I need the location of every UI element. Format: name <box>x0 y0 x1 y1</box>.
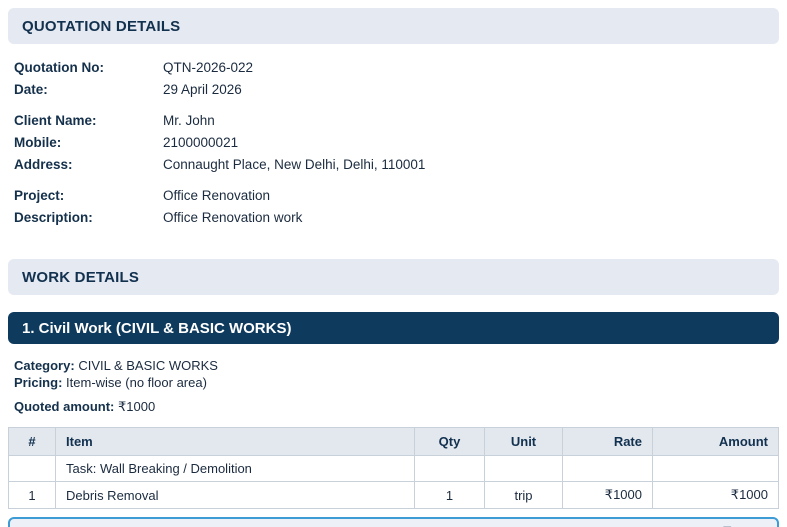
field-project: Project: Office Renovation <box>14 185 779 207</box>
cell-amount: ₹1000 <box>652 481 779 509</box>
table-row-item: 1 Debris Removal 1 trip ₹1000 ₹1000 <box>8 481 779 509</box>
field-date: Date: 29 April 2026 <box>14 79 779 101</box>
line-subtotal-value: ₹1000 <box>722 524 763 527</box>
cell-unit <box>484 455 563 482</box>
field-address: Address: Connaught Place, New Delhi, Del… <box>14 154 779 176</box>
field-label: Address: <box>14 157 73 172</box>
work-details-header: WORK DETAILS <box>8 259 779 295</box>
field-value: Connaught Place, New Delhi, Delhi, 11000… <box>163 157 426 172</box>
field-label: Date: <box>14 82 48 97</box>
line-subtotal-label: Line subtotal (Civil) <box>24 524 154 527</box>
field-description: Description: Office Renovation work <box>14 207 779 229</box>
cell-qty <box>414 455 485 482</box>
col-header-unit: Unit <box>484 427 563 456</box>
pricing-label: Pricing: <box>14 375 63 390</box>
field-value: 2100000021 <box>163 135 239 150</box>
cell-num: 1 <box>8 481 56 509</box>
category-value: CIVIL & BASIC WORKS <box>78 358 218 373</box>
cell-qty: 1 <box>414 481 485 509</box>
table-row-task: Task: Wall Breaking / Demolition <box>8 455 779 482</box>
field-quotation-no: Quotation No: QTN-2026-022 <box>14 57 779 79</box>
table-header-row: # Item Qty Unit Rate Amount <box>8 427 779 456</box>
quoted-amount-label: Quoted amount: <box>14 399 115 414</box>
field-value: Office Renovation work <box>163 210 303 225</box>
cell-amount <box>652 455 779 482</box>
quotation-fields: Quotation No: QTN-2026-022 Date: 29 Apri… <box>8 57 779 229</box>
col-header-amount: Amount <box>652 427 779 456</box>
col-header-rate: Rate <box>562 427 653 456</box>
pricing-row: Pricing: Item-wise (no floor area) <box>14 374 779 391</box>
pricing-value: Item-wise (no floor area) <box>66 375 207 390</box>
category-row: Category: CIVIL & BASIC WORKS <box>14 357 779 374</box>
quotation-details-header: QUOTATION DETAILS <box>8 8 779 44</box>
field-label: Mobile: <box>14 135 62 150</box>
field-value: Office Renovation <box>163 188 271 203</box>
line-subtotal-box: Line subtotal (Civil) ₹1000 <box>8 517 779 527</box>
field-client-name: Client Name: Mr. John <box>14 110 779 132</box>
field-label: Client Name: <box>14 113 97 128</box>
field-mobile: Mobile: 2100000021 <box>14 132 779 154</box>
field-label: Description: <box>14 210 93 225</box>
field-value: Mr. John <box>163 113 215 128</box>
cell-num <box>8 455 56 482</box>
quoted-amount-row: Quoted amount: ₹1000 <box>14 397 779 416</box>
quotation-number-group: Quotation No: QTN-2026-022 Date: 29 Apri… <box>14 57 779 101</box>
cell-rate: ₹1000 <box>562 481 653 509</box>
line-item-title-bar: 1. Civil Work (CIVIL & BASIC WORKS) <box>8 312 779 344</box>
field-value: 29 April 2026 <box>163 82 242 97</box>
cell-item: Debris Removal <box>55 481 415 509</box>
quoted-amount-value: ₹1000 <box>118 399 156 414</box>
cell-rate <box>562 455 653 482</box>
client-group: Client Name: Mr. John Mobile: 2100000021… <box>14 110 779 176</box>
field-value: QTN-2026-022 <box>163 60 254 75</box>
field-label: Quotation No: <box>14 60 104 75</box>
line-items-table: # Item Qty Unit Rate Amount Task: Wall B… <box>8 427 779 509</box>
col-header-qty: Qty <box>414 427 485 456</box>
field-label: Project: <box>14 188 65 203</box>
line-item-meta: Category: CIVIL & BASIC WORKS Pricing: I… <box>8 357 779 416</box>
cell-unit: trip <box>484 481 563 509</box>
cell-item: Task: Wall Breaking / Demolition <box>55 455 415 482</box>
category-label: Category: <box>14 358 75 373</box>
col-header-item: Item <box>55 427 415 456</box>
table-header: # Item Qty Unit Rate Amount <box>8 427 779 456</box>
col-header-num: # <box>8 427 56 456</box>
project-group: Project: Office Renovation Description: … <box>14 185 779 229</box>
